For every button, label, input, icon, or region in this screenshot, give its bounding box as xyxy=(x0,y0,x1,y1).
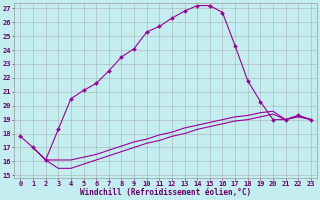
X-axis label: Windchill (Refroidissement éolien,°C): Windchill (Refroidissement éolien,°C) xyxy=(80,188,251,197)
